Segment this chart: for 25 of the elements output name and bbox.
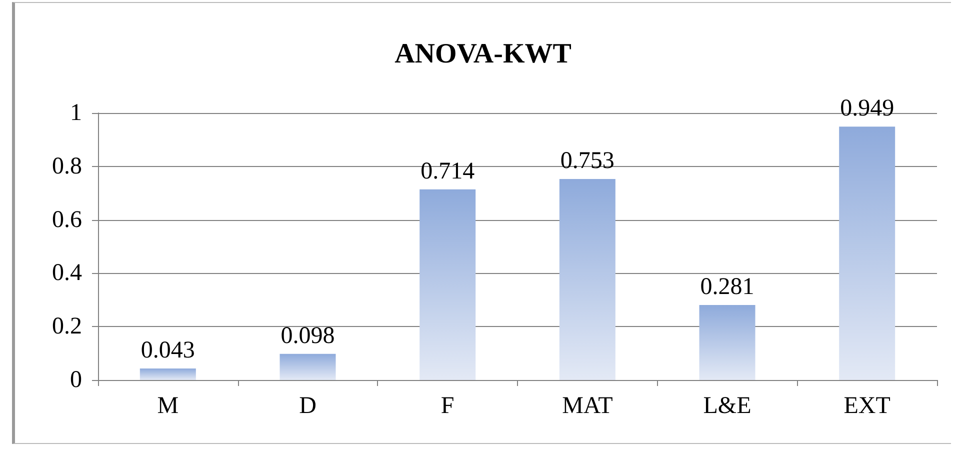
data-label: 0.753 — [560, 148, 614, 174]
y-tick-label: 0.8 — [52, 153, 82, 180]
x-tick-label: D — [299, 393, 316, 419]
x-tick-label: L&E — [703, 393, 752, 419]
x-tick-label: F — [440, 393, 454, 419]
x-tick-label: MAT — [562, 393, 614, 419]
y-tick-label: 0.6 — [52, 206, 82, 233]
data-label: 0.949 — [840, 96, 894, 122]
y-tick-label: 0.2 — [52, 314, 82, 340]
bar — [140, 368, 196, 380]
x-tick-label: M — [157, 393, 179, 419]
chart-title: ANOVA-KWT — [394, 38, 572, 70]
y-tick-label: 1 — [70, 100, 82, 126]
bar — [699, 304, 756, 380]
bar — [839, 126, 896, 380]
bar — [280, 354, 336, 380]
data-label: 0.043 — [140, 338, 195, 364]
bar — [420, 189, 476, 380]
data-label: 0.098 — [280, 322, 335, 349]
bar — [559, 178, 616, 380]
y-tick-label: 0.4 — [52, 260, 82, 286]
y-tick-label: 0 — [70, 367, 82, 393]
data-label: 0.281 — [700, 274, 754, 300]
data-label: 0.714 — [420, 158, 475, 184]
x-tick-label: EXT — [844, 393, 891, 419]
